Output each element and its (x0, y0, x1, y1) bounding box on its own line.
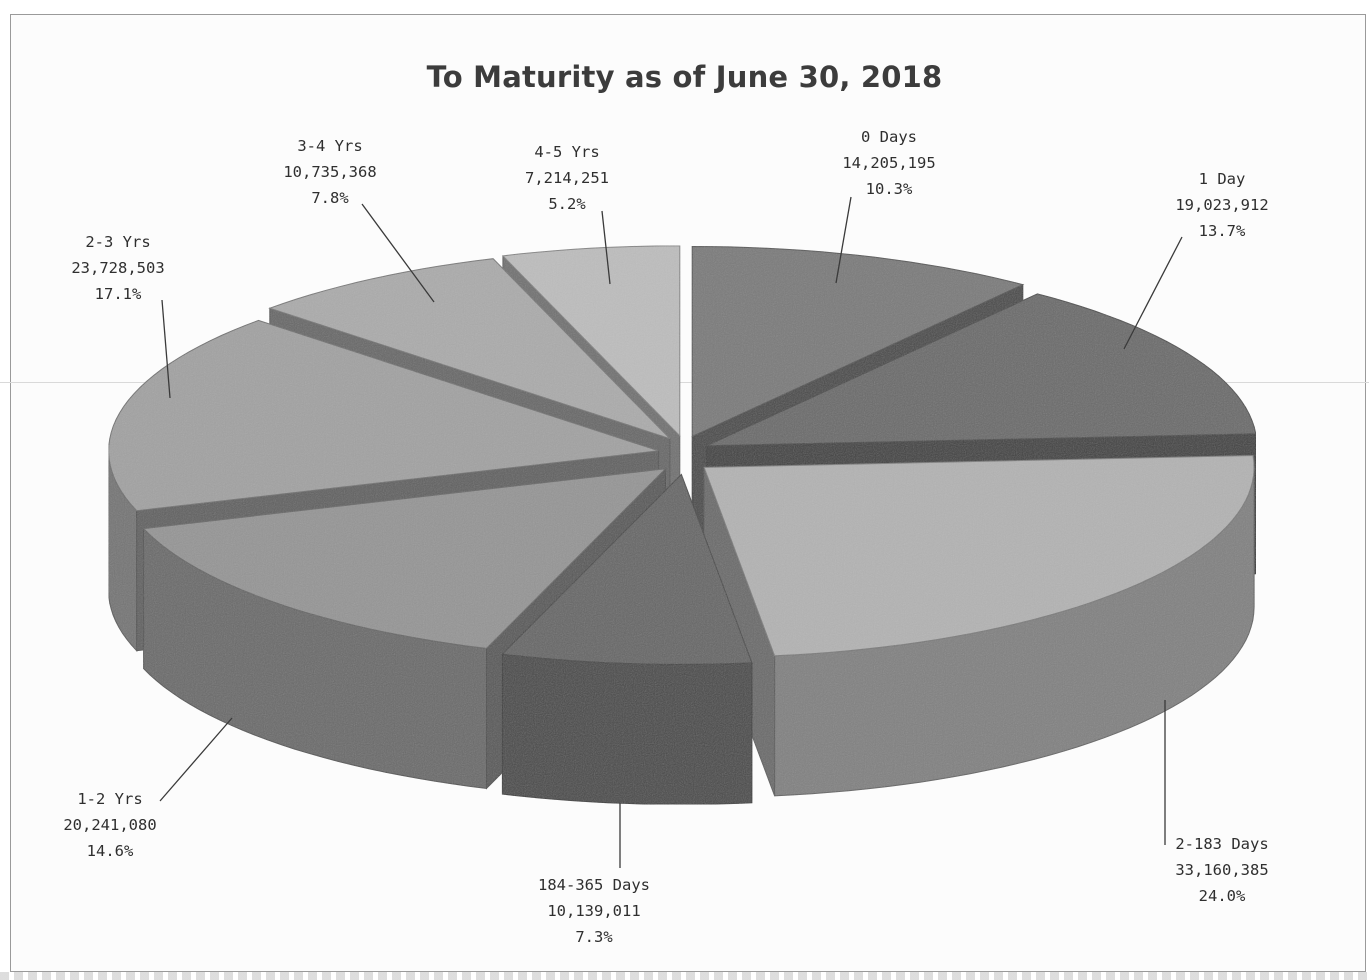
data-label-percent-1-2-yrs: 14.6% (87, 842, 134, 860)
data-label-percent-3-4-yrs: 7.8% (311, 189, 349, 207)
data-label-percent-184-365-days: 7.3% (575, 928, 613, 946)
leader-line-1-day (1123, 236, 1183, 350)
slice-1-2-yrs (142, 468, 667, 649)
data-label-value-0-days: 14,205,195 (842, 154, 935, 172)
data-label-value-1-day: 19,023,912 (1175, 196, 1268, 214)
slice-2-3-yrs (108, 319, 659, 512)
slice-side-184-365-days (501, 653, 753, 805)
data-label-label-1-day: 1 Day (1199, 170, 1246, 188)
data-label-percent-4-5-yrs: 5.2% (548, 195, 586, 213)
scan-bottom-edge (0, 972, 1369, 980)
data-label-label-184-365-days: 184-365 Days (538, 876, 650, 894)
leader-line-1-2-yrs (159, 717, 233, 802)
data-label-value-4-5-yrs: 7,214,251 (525, 169, 609, 187)
data-label-label-3-4-yrs: 3-4 Yrs (297, 137, 362, 155)
data-label-percent-2-3-yrs: 17.1% (95, 285, 142, 303)
data-label-percent-2-183-days: 24.0% (1199, 887, 1246, 905)
scan-artifact-line (0, 382, 1369, 383)
slice-184-365-days (501, 473, 753, 665)
data-label-percent-1-day: 13.7% (1199, 222, 1246, 240)
data-label-value-2-3-yrs: 23,728,503 (71, 259, 164, 277)
slice-1-day (706, 293, 1257, 447)
leader-line-0-days (835, 196, 852, 284)
slice-3-4-yrs (268, 258, 671, 440)
slice-2-183-days (703, 454, 1255, 657)
data-label-label-2-3-yrs: 2-3 Yrs (85, 233, 150, 251)
leader-line-2-3-yrs (161, 299, 171, 399)
slice-4-5-yrs (501, 245, 681, 438)
chart-title: To Maturity as of June 30, 2018 (426, 60, 943, 94)
data-label-value-3-4-yrs: 10,735,368 (283, 163, 376, 181)
leader-line-3-4-yrs (361, 203, 435, 303)
data-label-value-2-183-days: 33,160,385 (1175, 861, 1268, 879)
data-label-label-0-days: 0 Days (861, 128, 917, 146)
data-label-value-184-365-days: 10,139,011 (547, 902, 640, 920)
slice-0-days (691, 245, 1025, 438)
data-label-percent-0-days: 10.3% (866, 180, 913, 198)
data-label-label-1-2-yrs: 1-2 Yrs (77, 790, 142, 808)
data-label-label-4-5-yrs: 4-5 Yrs (534, 143, 599, 161)
data-label-value-1-2-yrs: 20,241,080 (63, 816, 156, 834)
data-label-label-2-183-days: 2-183 Days (1175, 835, 1268, 853)
leader-line-4-5-yrs (601, 210, 611, 285)
